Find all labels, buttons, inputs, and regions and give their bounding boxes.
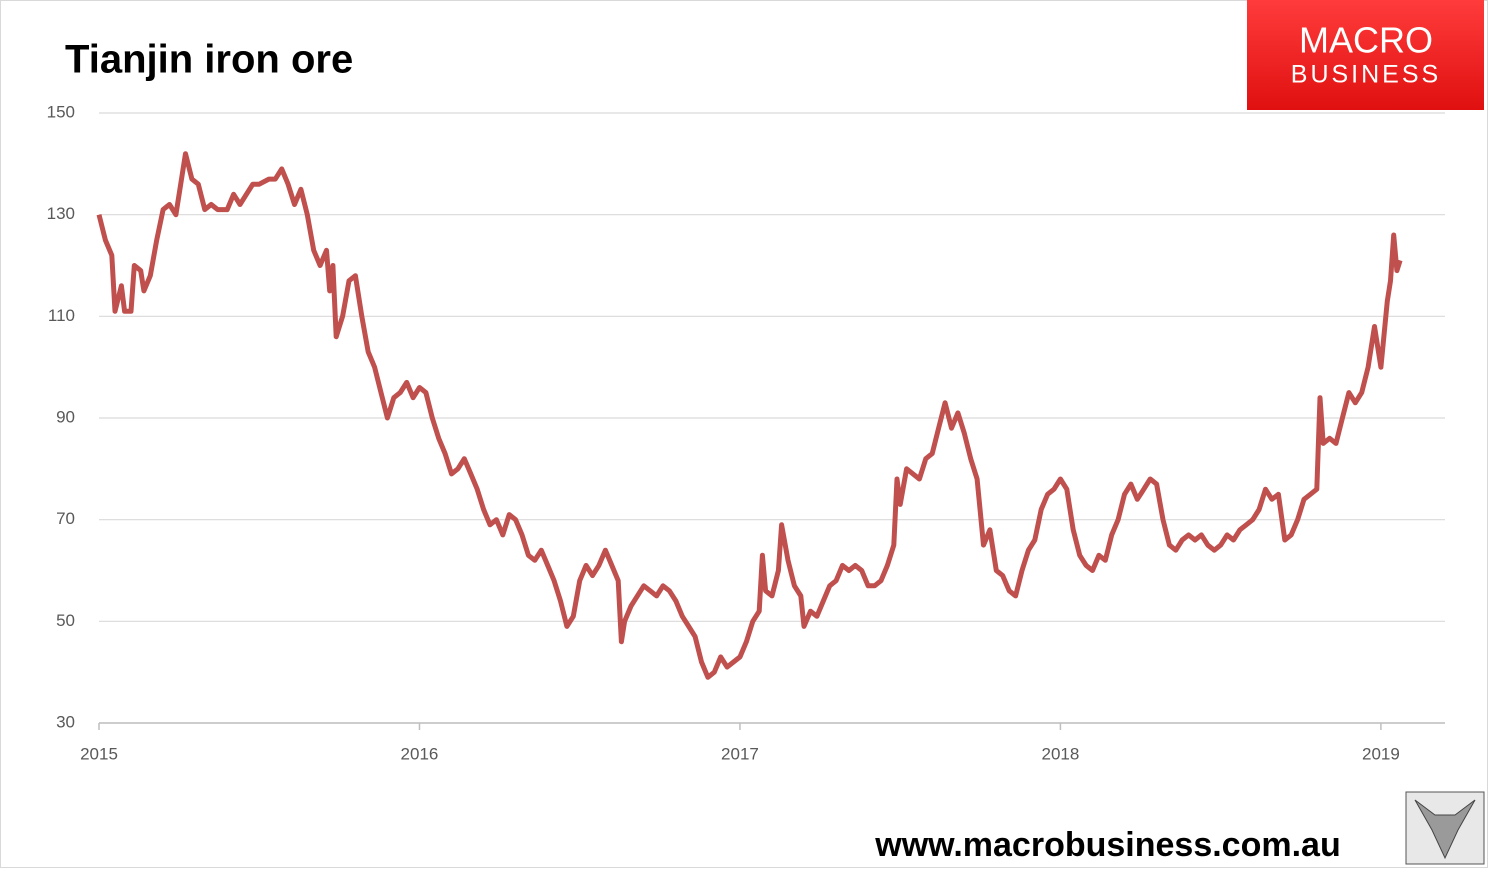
y-tick-label: 30 — [56, 712, 75, 731]
logo-box — [1247, 0, 1484, 110]
footer-url: www.macrobusiness.com.au — [874, 826, 1340, 864]
y-tick-label: 130 — [47, 204, 75, 223]
y-tick-label: 70 — [56, 509, 75, 528]
fox-icon — [1414, 799, 1476, 860]
x-tick-label: 2018 — [1042, 744, 1080, 763]
x-tick-label: 2019 — [1362, 744, 1400, 763]
logo-text: BUSINESS — [1291, 61, 1441, 89]
data-line — [96, 151, 1403, 680]
y-tick-label: 90 — [56, 407, 75, 426]
y-tick-label: 50 — [56, 611, 75, 630]
chart-title: Tianjin iron ore — [65, 38, 353, 82]
x-tick-label: 2017 — [721, 744, 759, 763]
x-tick-label: 2015 — [80, 744, 118, 763]
y-tick-label: 110 — [48, 306, 75, 325]
y-tick-label: 150 — [47, 102, 75, 121]
logo-text: MACRO — [1299, 20, 1433, 61]
x-tick-label: 2016 — [401, 744, 439, 763]
